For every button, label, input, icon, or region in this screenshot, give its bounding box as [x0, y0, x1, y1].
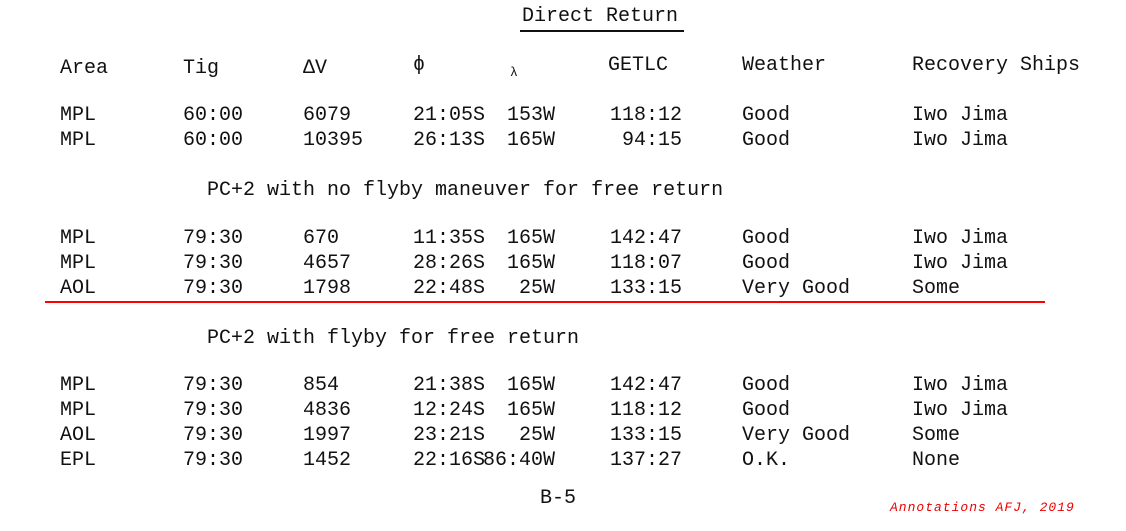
table-cell: 165W	[506, 227, 555, 250]
table-cell: 10395	[303, 129, 364, 152]
table-cell: 28:26S	[413, 252, 486, 275]
table-cell: 6079	[303, 104, 352, 127]
table-cell: Iwo Jima	[912, 104, 1009, 127]
table-cell: 25W	[518, 424, 555, 447]
table-cell: 854	[303, 374, 340, 397]
table-cell: 1452	[303, 449, 352, 472]
column-header: Weather	[742, 54, 827, 77]
annotation-credit: Annotations AFJ, 2019	[890, 500, 1075, 515]
section-heading: PC+2 with no flyby maneuver for free ret…	[207, 179, 724, 202]
table-cell: O.K.	[742, 449, 791, 472]
table-cell: MPL	[60, 227, 97, 250]
table-cell: 22:16S	[413, 449, 486, 472]
table-cell: 22:48S	[413, 277, 486, 300]
title-underline	[520, 30, 684, 32]
column-header: Recovery Ships	[912, 54, 1081, 77]
table-cell: 142:47	[609, 227, 682, 250]
table-cell: 142:47	[609, 374, 682, 397]
table-cell: 165W	[506, 399, 555, 422]
table-cell: AOL	[60, 424, 97, 447]
column-header: GETLC	[608, 54, 669, 77]
column-header: λ	[510, 65, 518, 80]
table-cell: 4657	[303, 252, 352, 275]
table-cell: 79:30	[183, 399, 244, 422]
table-cell: 133:15	[609, 277, 682, 300]
table-cell: 26:13S	[413, 129, 486, 152]
table-cell: Good	[742, 374, 791, 397]
table-cell: Good	[742, 227, 791, 250]
column-header: Tig	[183, 57, 220, 80]
table-cell: MPL	[60, 399, 97, 422]
table-cell: 21:05S	[413, 104, 486, 127]
table-cell: 79:30	[183, 277, 244, 300]
table-cell: MPL	[60, 129, 97, 152]
table-cell: 94:15	[621, 129, 682, 152]
table-cell: 79:30	[183, 424, 244, 447]
table-cell: 25W	[518, 277, 555, 300]
table-cell: 86:40W	[482, 449, 555, 472]
table-cell: 60:00	[183, 129, 244, 152]
table-cell: Very Good	[742, 277, 851, 300]
column-header: ϕ	[413, 54, 426, 77]
table-cell: 137:27	[609, 449, 682, 472]
table-cell: 4836	[303, 399, 352, 422]
table-cell: Iwo Jima	[912, 252, 1009, 275]
table-cell: MPL	[60, 252, 97, 275]
table-cell: Some	[912, 277, 961, 300]
table-cell: EPL	[60, 449, 97, 472]
table-cell: Iwo Jima	[912, 227, 1009, 250]
table-cell: Good	[742, 252, 791, 275]
table-cell: 21:38S	[413, 374, 486, 397]
table-cell: Iwo Jima	[912, 129, 1009, 152]
table-cell: 1997	[303, 424, 352, 447]
table-cell: Very Good	[742, 424, 851, 447]
table-cell: Good	[742, 129, 791, 152]
table-cell: 118:07	[609, 252, 682, 275]
table-cell: MPL	[60, 374, 97, 397]
red-highlight-line	[45, 301, 1045, 303]
table-cell: 670	[303, 227, 340, 250]
table-cell: 153W	[506, 104, 555, 127]
table-cell: AOL	[60, 277, 97, 300]
table-cell: 12:24S	[413, 399, 486, 422]
column-header: ΔV	[303, 57, 328, 80]
table-cell: 118:12	[609, 104, 682, 127]
table-cell: 1798	[303, 277, 352, 300]
table-cell: 165W	[506, 129, 555, 152]
table-cell: 11:35S	[413, 227, 486, 250]
table-cell: Good	[742, 399, 791, 422]
table-cell: 23:21S	[413, 424, 486, 447]
table-cell: 133:15	[609, 424, 682, 447]
page-title: Direct Return	[522, 5, 679, 28]
table-cell: Iwo Jima	[912, 374, 1009, 397]
section-heading: PC+2 with flyby for free return	[207, 327, 580, 350]
table-cell: Some	[912, 424, 961, 447]
table-cell: 79:30	[183, 374, 244, 397]
table-cell: 118:12	[609, 399, 682, 422]
table-cell: 79:30	[183, 227, 244, 250]
table-cell: 165W	[506, 252, 555, 275]
table-cell: None	[912, 449, 961, 472]
table-cell: Good	[742, 104, 791, 127]
table-cell: 60:00	[183, 104, 244, 127]
page-number: B-5	[540, 487, 577, 510]
column-header: Area	[60, 57, 109, 80]
table-cell: Iwo Jima	[912, 399, 1009, 422]
table-cell: MPL	[60, 104, 97, 127]
table-cell: 165W	[506, 374, 555, 397]
table-cell: 79:30	[183, 449, 244, 472]
table-cell: 79:30	[183, 252, 244, 275]
